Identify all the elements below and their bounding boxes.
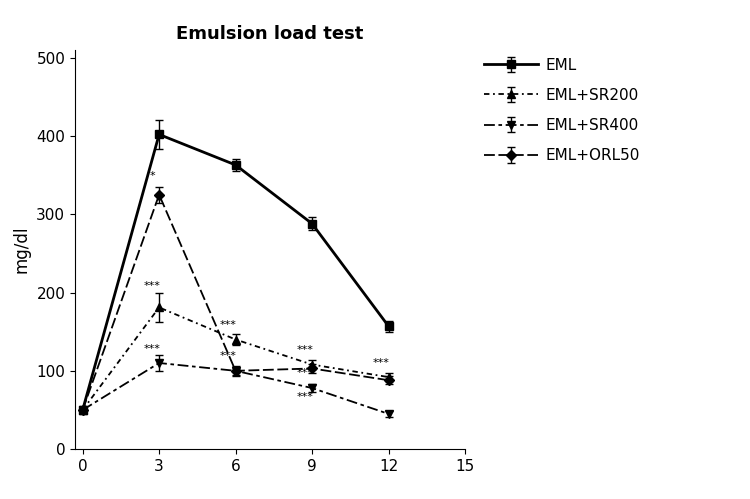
Y-axis label: mg/dl: mg/dl [13,226,31,273]
Legend: EML, EML+SR200, EML+SR400, EML+ORL50: EML, EML+SR200, EML+SR400, EML+ORL50 [484,57,640,163]
Text: ***: *** [296,368,314,378]
Text: *: * [150,171,155,182]
Text: ***: *** [296,392,314,402]
Text: ***: *** [143,344,160,354]
Text: ***: *** [220,351,237,361]
Text: ***: *** [296,345,314,355]
Title: Emulsion load test: Emulsion load test [176,25,364,43]
Text: ***: *** [373,358,390,368]
Text: ***: *** [220,320,237,330]
Text: ***: *** [143,281,160,291]
